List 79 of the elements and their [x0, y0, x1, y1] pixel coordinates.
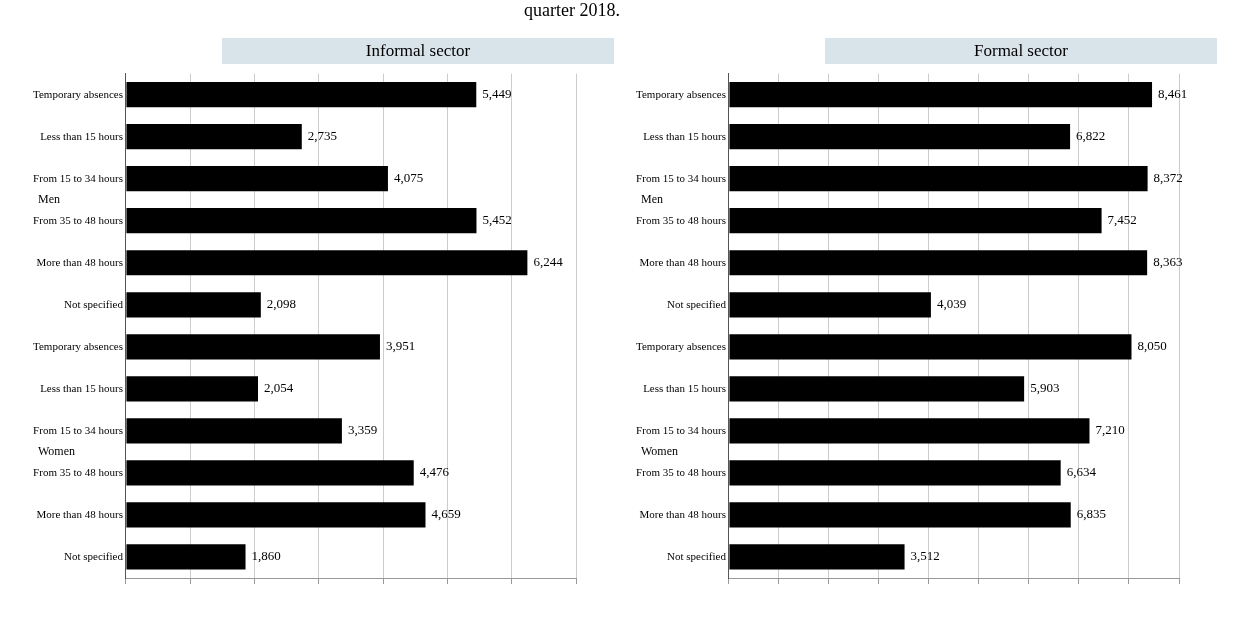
data-label: 5,449: [482, 86, 512, 102]
bar: [126, 124, 302, 150]
y-tick-label: From 35 to 48 hours: [33, 465, 123, 478]
y-tick-label: From 35 to 48 hours: [636, 465, 726, 478]
bar: [126, 208, 477, 234]
y-tick-label: From 15 to 34 hours: [636, 171, 726, 184]
bar: [126, 460, 414, 486]
text: Women: [38, 444, 76, 459]
data-label: 8,461: [1158, 86, 1188, 102]
data-label: 1,860: [251, 548, 281, 564]
data-label: 4,075: [393, 170, 424, 186]
bar: [729, 124, 1071, 150]
y-tick-label: Less than 15 hours: [40, 129, 123, 142]
bar: [126, 544, 246, 570]
bar: [126, 418, 342, 444]
bar: [126, 502, 426, 528]
y-tick-label: Less than 15 hours: [643, 381, 726, 394]
bar: [729, 544, 905, 570]
data-label: 5,452: [482, 212, 512, 228]
y-tick-label: More than 48 hours: [36, 255, 123, 268]
y-tick-label: Not specified: [666, 549, 727, 562]
bar: [729, 166, 1148, 192]
bar: [126, 82, 477, 108]
bar: [729, 418, 1090, 444]
bar: [126, 166, 388, 192]
y-tick-label: Not specified: [63, 297, 124, 310]
y-tick-label: More than 48 hours: [36, 507, 123, 520]
chart-title: Formal sector: [825, 38, 1217, 64]
data-label: 8,372: [1153, 170, 1183, 186]
y-tick-label: Not specified: [666, 297, 727, 310]
bar: [126, 376, 258, 402]
bar: [729, 208, 1102, 234]
data-label: 6,634: [1066, 464, 1097, 480]
data-label: 2,054: [264, 380, 294, 396]
y-tick-label: Not specified: [63, 549, 124, 562]
y-tick-label: Temporary absences: [635, 339, 726, 352]
text: Men: [641, 191, 663, 206]
data-label: 2,735: [307, 128, 338, 144]
y-tick-label: Temporary absences: [32, 339, 123, 352]
data-label: 5,903: [1030, 380, 1060, 396]
data-label: 6,244: [533, 254, 564, 270]
chart-title: Informal sector: [222, 38, 614, 64]
y-tick-label: Temporary absences: [32, 87, 123, 100]
text: Men: [38, 191, 60, 206]
data-label: 2,098: [266, 296, 297, 312]
bar: [729, 502, 1071, 528]
data-label: 3,359: [347, 422, 378, 438]
data-label: 4,039: [936, 296, 967, 312]
bar: [126, 334, 380, 360]
text: Women: [641, 444, 679, 459]
data-label: 6,822: [1076, 128, 1106, 144]
y-tick-label: More than 48 hours: [639, 507, 726, 520]
y-tick-label: Less than 15 hours: [40, 381, 123, 394]
data-label: 4,659: [431, 506, 461, 522]
bar: [729, 376, 1025, 402]
y-tick-label: From 15 to 34 hours: [33, 171, 123, 184]
y-tick-label: From 35 to 48 hours: [636, 213, 726, 226]
bar: [729, 292, 931, 318]
bar: [729, 334, 1132, 360]
data-label: 8,363: [1153, 254, 1183, 270]
y-tick-label: From 15 to 34 hours: [33, 423, 123, 436]
text: quarter 2018.: [524, 0, 620, 21]
data-label: 8,050: [1137, 338, 1167, 354]
y-tick-label: More than 48 hours: [639, 255, 726, 268]
bar: [729, 250, 1148, 276]
y-tick-label: Temporary absences: [635, 87, 726, 100]
data-label: 3,951: [385, 338, 416, 354]
data-label: 3,512: [910, 548, 940, 564]
data-label: 7,210: [1095, 422, 1125, 438]
data-label: 4,476: [419, 464, 450, 480]
data-label: 6,835: [1076, 506, 1106, 522]
data-label: 7,452: [1107, 212, 1137, 228]
y-tick-label: Less than 15 hours: [643, 129, 726, 142]
y-tick-label: From 15 to 34 hours: [636, 423, 726, 436]
y-tick-label: From 35 to 48 hours: [33, 213, 123, 226]
bar: [729, 460, 1061, 486]
bar: [126, 250, 528, 276]
bar: [729, 82, 1153, 108]
bar: [126, 292, 261, 318]
